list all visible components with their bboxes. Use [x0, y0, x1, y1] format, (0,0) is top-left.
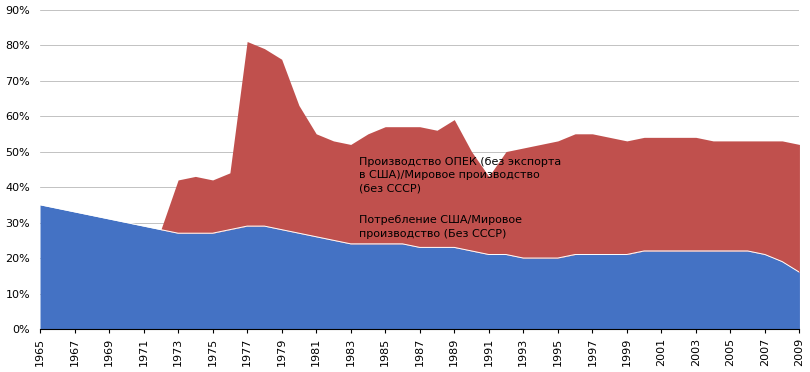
- Text: Производство ОПЕК (без экспорта
в США)/Мировое производство
(без СССР): Производство ОПЕК (без экспорта в США)/М…: [360, 157, 561, 193]
- Text: Потребление США/Мировое
производство (Без СССР): Потребление США/Мировое производство (Бе…: [360, 215, 522, 239]
